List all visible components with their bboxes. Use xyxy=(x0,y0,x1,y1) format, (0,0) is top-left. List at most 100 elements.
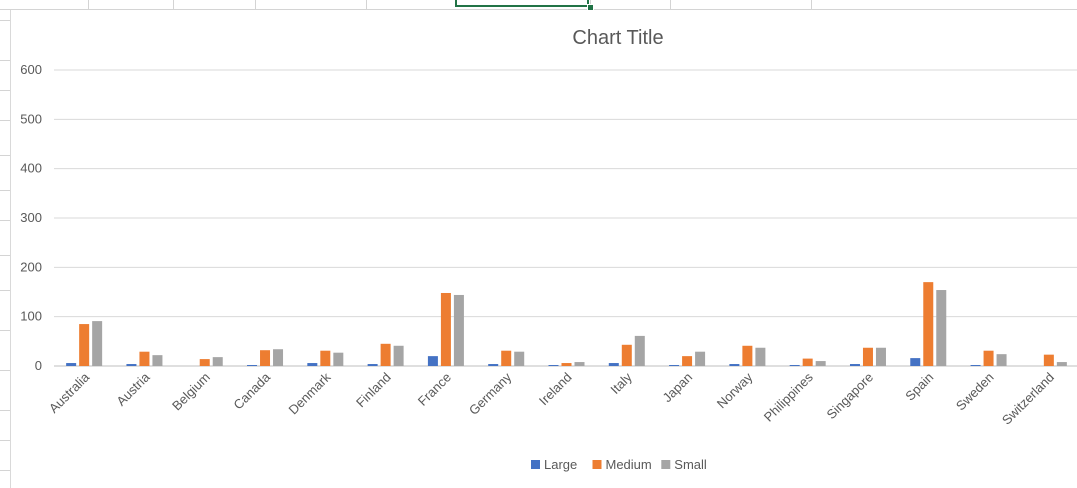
bar-medium[interactable] xyxy=(320,350,331,366)
row-gridline xyxy=(0,255,12,256)
row-gridline xyxy=(0,410,12,411)
bar-medium[interactable] xyxy=(199,359,210,366)
row-gridline xyxy=(0,60,12,61)
legend-label: Small xyxy=(674,457,707,472)
bar-medium[interactable] xyxy=(139,351,150,366)
legend-swatch xyxy=(531,460,540,469)
bar-large[interactable] xyxy=(849,364,860,366)
bar-large[interactable] xyxy=(488,364,499,366)
chart-area[interactable]: Chart Title 0 100 200 300 400 500 600 Australi… xyxy=(10,10,1077,488)
x-tick-label: Denmark xyxy=(286,369,334,417)
bar-large[interactable] xyxy=(608,363,619,366)
y-tick-label: 100 xyxy=(20,309,42,324)
y-tick-label: 600 xyxy=(20,62,42,77)
y-tick-label: 200 xyxy=(20,259,42,274)
bar-small[interactable] xyxy=(152,355,163,366)
bar-medium[interactable] xyxy=(742,345,753,366)
bar-large[interactable] xyxy=(910,358,921,366)
bar-medium[interactable] xyxy=(802,358,813,366)
bar-small[interactable] xyxy=(1056,362,1067,366)
bar-large[interactable] xyxy=(307,363,318,366)
x-tick-label: Belgium xyxy=(169,370,213,414)
row-gridline xyxy=(0,470,12,471)
row-gridline xyxy=(0,120,12,121)
bar-medium[interactable] xyxy=(682,356,693,366)
x-tick-label: Germany xyxy=(466,369,515,418)
legend[interactable]: Large Medium Small xyxy=(531,457,707,472)
bar-small[interactable] xyxy=(393,345,404,366)
x-tick-label: Philippines xyxy=(761,369,816,424)
bar-small[interactable] xyxy=(333,352,344,366)
bar-series xyxy=(66,282,1067,366)
row-gridline xyxy=(0,370,12,371)
x-tick-label: Spain xyxy=(902,370,936,404)
x-tick-label: Singapore xyxy=(824,370,877,423)
bar-medium[interactable] xyxy=(923,282,934,366)
bar-medium[interactable] xyxy=(561,363,572,366)
row-gridline xyxy=(0,440,12,441)
bar-small[interactable] xyxy=(875,347,886,366)
bar-medium[interactable] xyxy=(1043,354,1054,366)
bar-large[interactable] xyxy=(548,365,559,366)
bar-small[interactable] xyxy=(815,361,826,366)
row-gridline xyxy=(0,290,12,291)
bar-large[interactable] xyxy=(427,356,438,366)
bar-medium[interactable] xyxy=(983,350,994,366)
bar-small[interactable] xyxy=(936,290,947,366)
bar-large[interactable] xyxy=(66,363,77,366)
bar-small[interactable] xyxy=(574,362,585,366)
legend-swatch xyxy=(661,460,671,469)
x-tick-label: Austria xyxy=(113,369,153,409)
x-tick-label: Canada xyxy=(230,369,273,412)
x-tick-label: Sweden xyxy=(953,370,997,414)
bar-large[interactable] xyxy=(247,365,258,366)
bar-small[interactable] xyxy=(273,349,284,366)
column-gridline xyxy=(88,0,89,10)
y-axis-labels: 0 100 200 300 400 500 600 xyxy=(20,62,42,373)
bar-small[interactable] xyxy=(634,335,645,366)
selected-cell[interactable] xyxy=(455,0,589,7)
chart-title[interactable]: Chart Title xyxy=(572,27,663,49)
bar-medium[interactable] xyxy=(380,343,391,366)
legend-label: Medium xyxy=(606,457,652,472)
legend-swatch xyxy=(592,460,602,469)
x-axis-labels: Australia Austria Belgium Canada Denmark Finl… xyxy=(46,369,1057,428)
bar-small[interactable] xyxy=(695,351,706,366)
bar-large[interactable] xyxy=(126,364,137,366)
bar-small[interactable] xyxy=(755,347,766,366)
column-gridline xyxy=(173,0,174,10)
bar-small[interactable] xyxy=(92,321,103,366)
row-gridline xyxy=(0,190,12,191)
bar-small[interactable] xyxy=(453,294,464,366)
x-tick-label: Australia xyxy=(46,369,93,416)
column-gridline xyxy=(366,0,367,10)
row-gridline xyxy=(0,90,12,91)
y-tick-label: 300 xyxy=(20,210,42,225)
legend-label: Large xyxy=(544,457,577,472)
bar-large[interactable] xyxy=(789,365,800,366)
bar-medium[interactable] xyxy=(862,347,873,366)
row-gridline xyxy=(0,20,12,21)
x-tick-label: Italy xyxy=(607,369,635,397)
bar-small[interactable] xyxy=(996,354,1007,366)
row-gridline xyxy=(0,220,12,221)
column-gridline xyxy=(670,0,671,10)
y-tick-label: 500 xyxy=(20,111,42,126)
bar-large[interactable] xyxy=(669,365,680,366)
x-tick-label: France xyxy=(415,370,454,409)
y-tick-label: 400 xyxy=(20,161,42,176)
bar-large[interactable] xyxy=(970,365,981,366)
x-tick-label: Switzerland xyxy=(999,370,1057,428)
x-tick-label: Japan xyxy=(660,370,696,406)
bar-medium[interactable] xyxy=(260,350,271,366)
bar-large[interactable] xyxy=(367,364,378,366)
bar-medium[interactable] xyxy=(79,324,90,366)
bar-small[interactable] xyxy=(212,357,223,366)
column-gridline xyxy=(811,0,812,10)
bar-medium[interactable] xyxy=(440,292,451,366)
bar-large[interactable] xyxy=(729,364,740,366)
x-tick-label: Norway xyxy=(714,369,756,411)
bar-medium[interactable] xyxy=(501,350,512,366)
bar-medium[interactable] xyxy=(621,344,632,366)
bar-small[interactable] xyxy=(514,351,525,366)
